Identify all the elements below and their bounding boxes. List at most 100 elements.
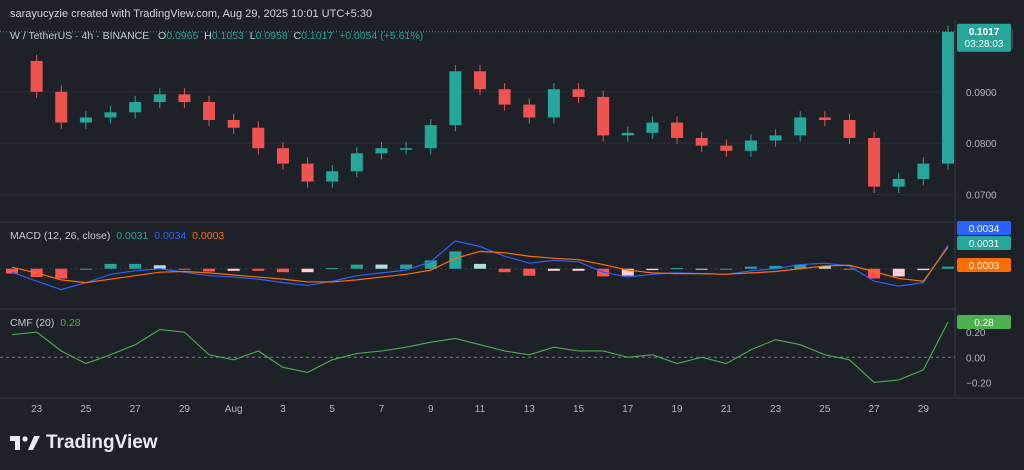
candle-body (868, 137, 881, 187)
macd-value-2: 0.0034 (154, 230, 187, 242)
time-tick-label: 9 (428, 404, 434, 415)
candle-body (695, 137, 708, 146)
macd-histogram-bar (794, 264, 807, 269)
cmf-label[interactable]: CMF (20) (10, 317, 55, 329)
candle-body (843, 120, 856, 138)
macd-histogram-bar (621, 268, 634, 276)
high-value: 0.1053 (211, 30, 244, 42)
candle-body (892, 178, 905, 187)
high-label: H (204, 30, 212, 42)
tradingview-logo: TradingView (10, 432, 158, 454)
time-tick-label: 19 (671, 404, 683, 415)
macd-histogram-bar (400, 264, 413, 269)
time-tick-label: 15 (573, 404, 585, 415)
macd-histogram-bar (720, 268, 733, 270)
macd-badge-value: 0.0003 (969, 261, 1000, 272)
macd-histogram-bar (79, 268, 92, 270)
time-tick-label: 23 (31, 404, 43, 415)
macd-histogram-bar (942, 266, 954, 269)
macd-badge-value: 0.0034 (969, 224, 1000, 235)
macd-histogram-bar (671, 268, 684, 270)
macd-label[interactable]: MACD (12, 26, close) (10, 230, 111, 242)
candle-body (523, 104, 536, 118)
candle-body (153, 94, 166, 103)
candle-body (424, 125, 437, 149)
macd-histogram-bar (523, 268, 536, 276)
macd-histogram-bar (129, 263, 142, 269)
brand-name: TradingView (46, 432, 158, 453)
candle-body (79, 117, 92, 123)
cmf-legend[interactable]: CMF (20) 0.28 (10, 317, 81, 329)
macd-histogram-bar (6, 268, 18, 274)
price-tick-label: 0.0900 (966, 88, 997, 99)
cmf-tick-label: −0.20 (966, 378, 992, 389)
macd-badge-value: 0.0031 (969, 239, 1000, 250)
symbol-name[interactable]: W / TetherUS · 4h · BINANCE (10, 30, 150, 42)
time-tick-label: 17 (622, 404, 634, 415)
candle-body (474, 71, 486, 90)
currency-button[interactable]: USDT (961, 28, 1013, 50)
time-tick-label: 21 (721, 404, 733, 415)
candle-body (498, 89, 511, 105)
macd-histogram-bar (30, 268, 43, 278)
macd-histogram-bar (227, 268, 240, 271)
macd-histogram-bar (178, 268, 191, 270)
macd-histogram-bar (572, 268, 585, 271)
time-tick-label: 5 (329, 404, 335, 415)
macd-line (11, 240, 949, 291)
signal-line (11, 246, 949, 284)
cmf-tick-label: 0.00 (966, 353, 986, 364)
macd-histogram-bar (326, 268, 339, 270)
symbol-legend[interactable]: W / TetherUS · 4h · BINANCE O0.0965 H0.1… (10, 30, 423, 42)
candle-body (769, 135, 782, 141)
candle-body (794, 117, 807, 136)
macd-histogram-bar (892, 268, 905, 277)
time-tick-label: Aug (225, 404, 243, 415)
macd-histogram-bar (375, 264, 388, 269)
macd-histogram-bar (917, 268, 930, 271)
time-tick-label: 25 (819, 404, 831, 415)
price-tick-label: 0.0700 (966, 190, 997, 201)
candle-body (203, 102, 216, 120)
low-value: 0.0958 (255, 30, 288, 42)
time-tick-label: 29 (179, 404, 191, 415)
candle-body (227, 120, 240, 128)
macd-histogram-bar (252, 268, 265, 271)
macd-histogram-bar (498, 268, 511, 273)
created-by-text: sarayucyzie created with TradingView.com… (10, 8, 373, 20)
time-tick-label: 27 (869, 404, 881, 415)
macd-badge (957, 258, 1011, 272)
candle-body (621, 132, 634, 136)
macd-histogram-bar (424, 260, 437, 269)
candle-body (449, 71, 462, 126)
candle-body (301, 163, 314, 182)
macd-badge (957, 221, 1011, 235)
macd-histogram-bar (818, 265, 831, 269)
candle-body (276, 148, 289, 164)
candle-body (104, 112, 117, 118)
macd-histogram-bar (301, 268, 314, 273)
macd-histogram-bar (276, 268, 289, 273)
price-tick-label: 0.0800 (966, 139, 997, 150)
cmf-tick-label: 0.20 (966, 328, 986, 339)
macd-histogram-bar (474, 263, 486, 269)
cmf-line (11, 321, 949, 383)
macd-histogram-bar (646, 268, 659, 271)
candle-body (129, 102, 142, 113)
macd-histogram-bar (104, 263, 117, 269)
tradingview-logo-icon (10, 436, 40, 450)
macd-histogram-bar (153, 265, 166, 269)
macd-histogram-bar (769, 265, 782, 269)
candle-body (671, 122, 684, 138)
macd-histogram-bar (350, 264, 363, 269)
candle-body (350, 153, 363, 172)
open-value: 0.0965 (166, 30, 199, 42)
candle-body (572, 89, 585, 97)
macd-legend[interactable]: MACD (12, 26, close) 0.0031 0.0034 0.000… (10, 230, 224, 242)
candle-body (720, 145, 733, 151)
change-value: +0.0054 (+5.61%) (339, 30, 424, 42)
close-value: 0.1017 (301, 30, 334, 42)
time-tick-label: 7 (379, 404, 385, 415)
cmf-badge-value: 0.28 (974, 318, 994, 329)
candle-body (547, 89, 560, 118)
